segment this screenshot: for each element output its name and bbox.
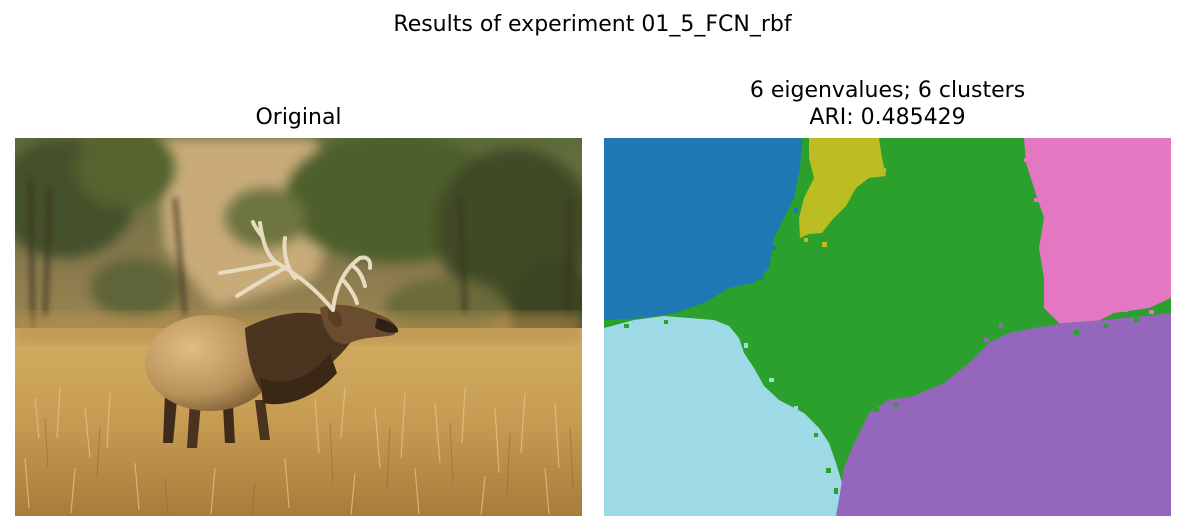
figure-title: Results of experiment 01_5_FCN_rbf bbox=[393, 12, 792, 37]
cluster-blue bbox=[604, 138, 802, 320]
original-panel-title: Original bbox=[255, 105, 342, 130]
segmentation-title-line-1: 6 eigenvalues; 6 clusters bbox=[749, 78, 1026, 103]
cluster-purple bbox=[836, 313, 1171, 516]
elk bbox=[145, 220, 399, 448]
segmentation-panel-title: 6 eigenvalues; 6 clusters ARI: 0.485429 bbox=[604, 77, 1171, 131]
cluster-pink bbox=[1024, 138, 1171, 328]
cluster-yellow bbox=[799, 138, 886, 238]
elk-photo bbox=[15, 138, 582, 516]
segmentation-image bbox=[604, 138, 1171, 516]
cluster-cyan bbox=[604, 316, 844, 516]
original-image bbox=[15, 138, 582, 516]
segmentation-map bbox=[604, 138, 1171, 516]
segmentation-title-line-2: ARI: 0.485429 bbox=[809, 105, 966, 130]
